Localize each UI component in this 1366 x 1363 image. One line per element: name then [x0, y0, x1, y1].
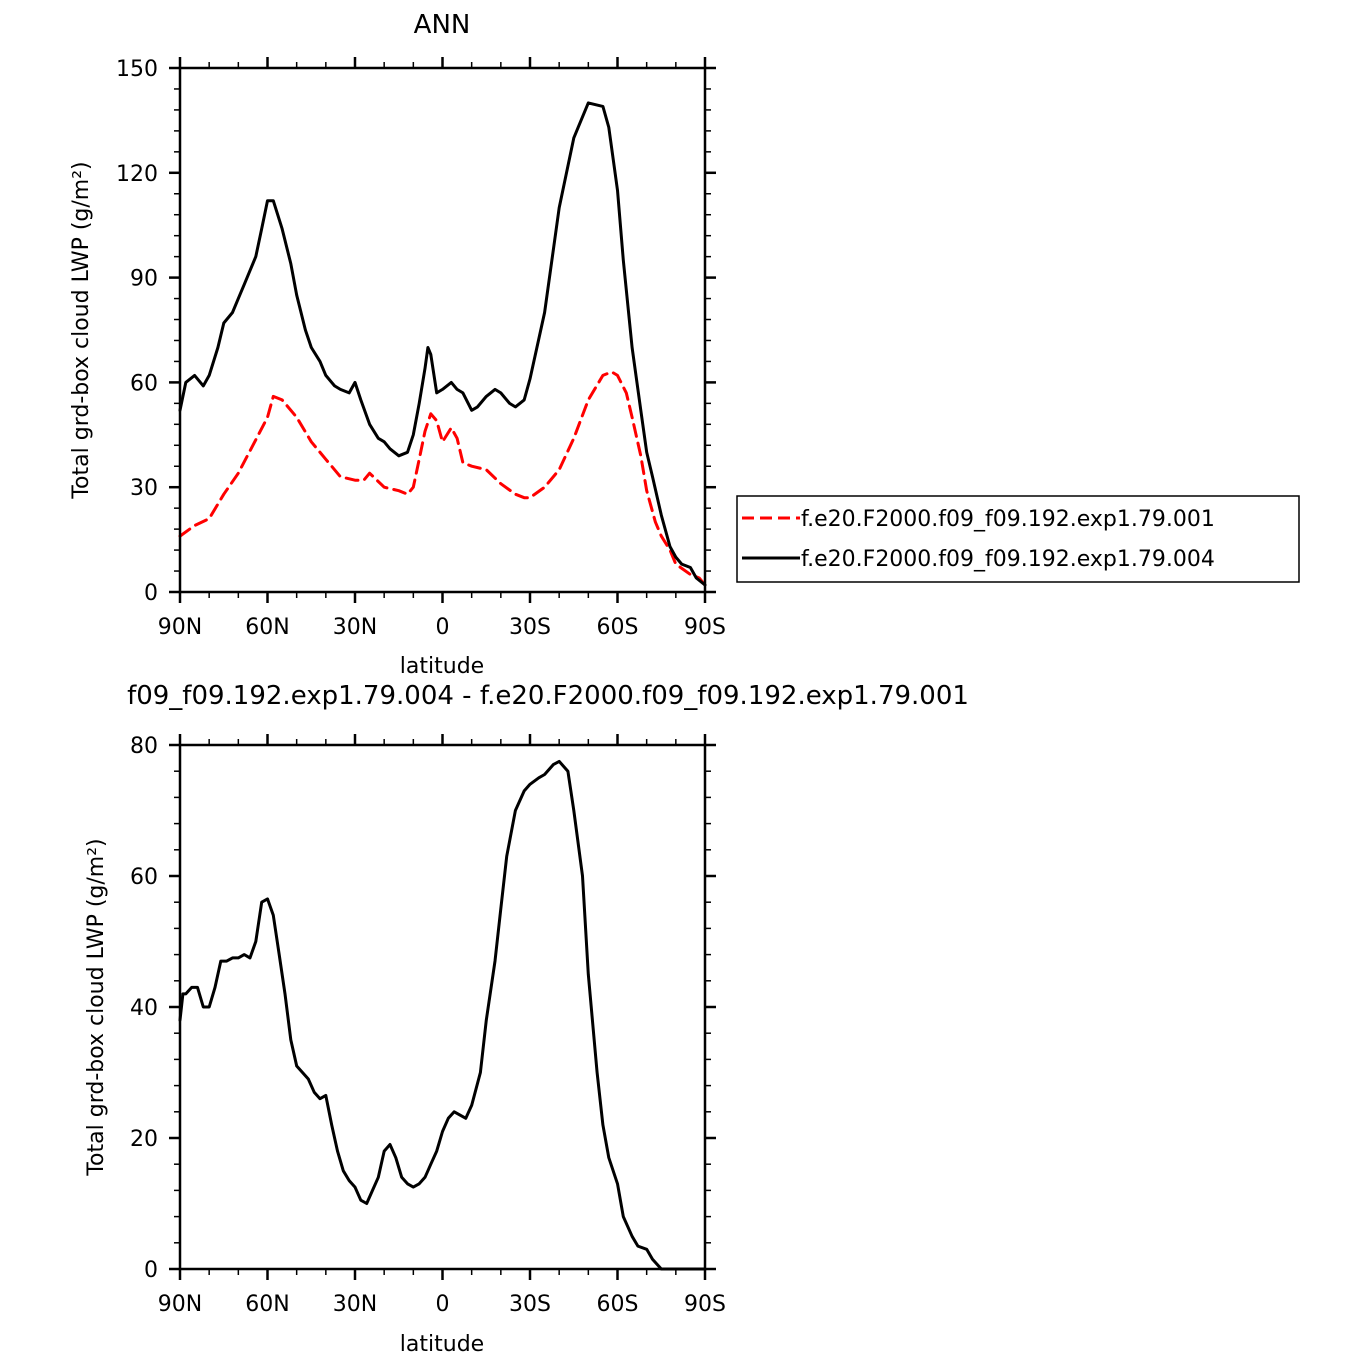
bottom-series-line-1: [178, 759, 707, 1271]
top-y-tick-label: 120: [116, 162, 158, 187]
top-x-tick-label: 90N: [158, 615, 202, 640]
top-ticks: [169, 57, 716, 603]
bottom-y-axis-title: Total grd-box cloud LWP (g/m²): [84, 838, 109, 1176]
top-y-tick-label: 30: [130, 476, 158, 501]
top-series-lines: [178, 101, 707, 587]
top-x-tick-label: 90S: [684, 615, 726, 640]
top-panel: ANN 0 30 60 90 120 150 90N 60N 30N 0 30S 60S 90S la…: [69, 10, 1300, 679]
top-y-tick-label: 150: [116, 57, 158, 82]
top-x-tick-label: 0: [436, 615, 450, 640]
bottom-chart-title: f09_f09.192.exp1.79.004 - f.e20.F2000.f0…: [127, 681, 969, 711]
bottom-x-tick-label: 60S: [597, 1292, 639, 1317]
bottom-x-tick-label: 60N: [245, 1292, 289, 1317]
bottom-x-tick-labels: 90N 60N 30N 0 30S 60S 90S: [158, 1292, 726, 1317]
bottom-x-tick-label: 30S: [509, 1292, 551, 1317]
bottom-x-tick-label: 30N: [333, 1292, 377, 1317]
bottom-panel: f09_f09.192.exp1.79.004 - f.e20.F2000.f0…: [84, 681, 969, 1357]
top-x-tick-label: 60N: [245, 615, 289, 640]
top-x-tick-label: 60S: [597, 615, 639, 640]
legend-frame: [736, 495, 1300, 583]
top-series-line-1: [178, 370, 707, 587]
legend-label-series-1: f.e20.F2000.f09_f09.192.exp1.79.001: [801, 507, 1215, 532]
bottom-y-tick-label: 40: [130, 996, 158, 1021]
bottom-x-tick-label: 90S: [684, 1292, 726, 1317]
top-y-axis-title: Total grd-box cloud LWP (g/m²): [69, 161, 94, 499]
legend-label-series-2: f.e20.F2000.f09_f09.192.exp1.79.004: [801, 547, 1215, 572]
legend: f.e20.F2000.f09_f09.192.exp1.79.001 f.e2…: [736, 495, 1300, 583]
bottom-series-lines: [178, 759, 707, 1271]
bottom-y-tick-label: 20: [130, 1127, 158, 1152]
top-series-line-2: [178, 101, 707, 587]
top-y-tick-label: 60: [130, 371, 158, 396]
top-y-tick-label: 0: [144, 581, 158, 606]
top-plot-frame: [178, 66, 707, 594]
top-x-tick-label: 30N: [333, 615, 377, 640]
top-y-tick-labels: 0 30 60 90 120 150: [116, 57, 158, 606]
bottom-y-tick-labels: 0 20 40 60 80: [130, 734, 158, 1283]
bottom-y-tick-label: 0: [144, 1258, 158, 1283]
bottom-x-axis-title: latitude: [400, 1332, 484, 1357]
top-chart-title: ANN: [414, 10, 471, 40]
bottom-x-tick-label: 90N: [158, 1292, 202, 1317]
bottom-ticks: [169, 734, 716, 1280]
top-x-tick-labels: 90N 60N 30N 0 30S 60S 90S: [158, 615, 726, 640]
top-x-axis-title: latitude: [400, 654, 484, 679]
bottom-y-tick-label: 80: [130, 734, 158, 759]
top-y-tick-label: 90: [130, 267, 158, 292]
top-x-tick-label: 30S: [509, 615, 551, 640]
bottom-y-tick-label: 60: [130, 865, 158, 890]
bottom-x-tick-label: 0: [436, 1292, 450, 1317]
bottom-plot-frame: [178, 743, 707, 1271]
